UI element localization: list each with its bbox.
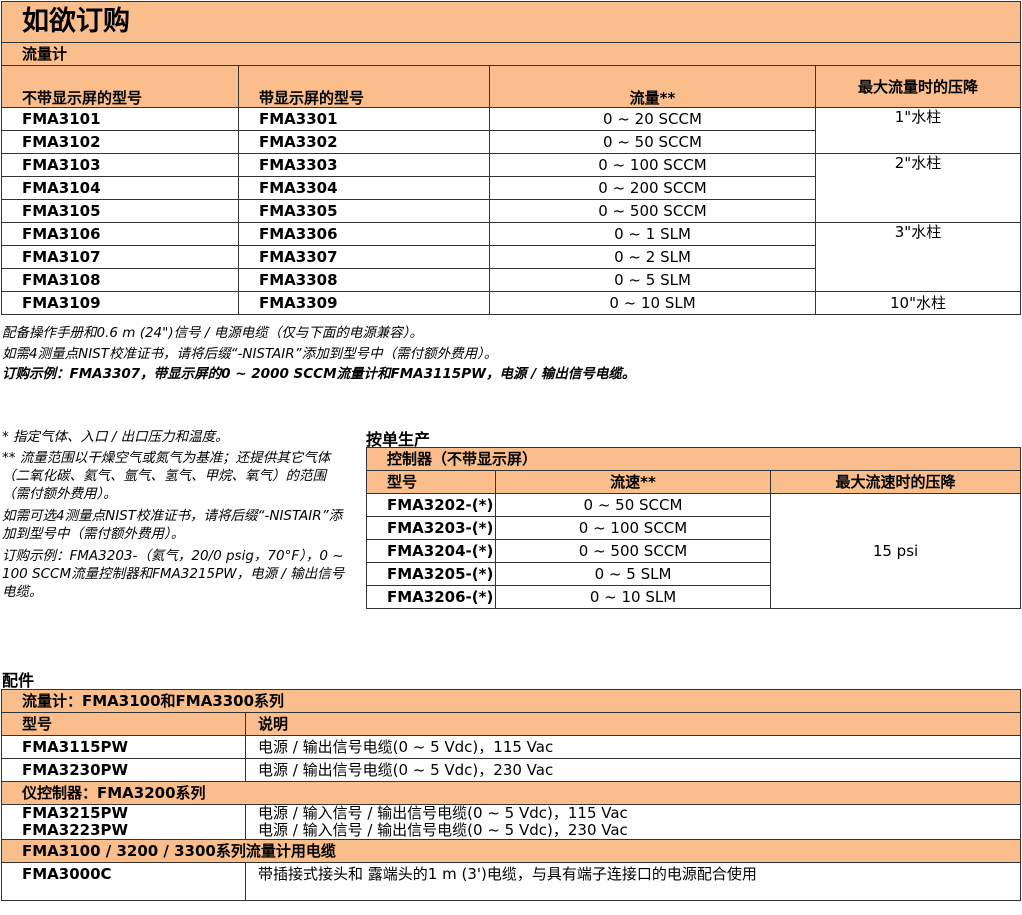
page-title: 如欲订购	[1, 1, 1021, 43]
model-display: FMA3309	[238, 291, 490, 315]
note: ** 流量范围以干燥空气或氮气为基准；还提供其它气体（二氧化碳、氦气、氩气、氢气…	[2, 450, 331, 502]
section: 仪控制器：FMA3200系列	[1, 781, 1021, 805]
accessories-table: 流量计：FMA3100和FMA3300系列 型号 说明 FMA3115PW 电源 /…	[1, 689, 1021, 901]
flow-range: 0 ~ 20 SCCM	[489, 107, 816, 131]
model-display: FMA3303	[238, 153, 490, 177]
section: FMA3100 / 3200 / 3300系列流量计用电缆	[1, 839, 1021, 863]
table-row: FMA3101 FMA3301 0 ~ 20 SCCM 1"水柱	[1, 107, 1021, 154]
table-row: FMA3106 FMA3306 0 ~ 1 SLM 3"水柱	[1, 222, 1021, 292]
model: FMA3204-(*)	[366, 539, 496, 563]
col-display: 带显示屏的型号	[238, 65, 490, 108]
note: 配备操作手册和0.6 m (24")信号 / 电源电缆（仅与下面的电源兼容）。	[2, 325, 424, 341]
model-no-display: FMA3107	[1, 245, 239, 269]
desc: 带插接式接头和 露端头的1 m (3')电缆，与具有端子连接口的电源配合使用	[245, 862, 1021, 901]
model-no-display: FMA3103	[1, 153, 239, 177]
pressure-drop: 2"水柱	[815, 153, 1021, 223]
model-display: FMA3301	[238, 107, 490, 131]
table-row: FMA3202-(*) 0 ~ 50 SCCM 15 psi	[366, 493, 1022, 609]
model-no-display: FMA3105	[1, 199, 239, 223]
model: FMA3205-(*)	[366, 562, 496, 586]
model-no-display: FMA3101	[1, 107, 239, 131]
model: FMA3202-(*)	[366, 493, 496, 517]
model-no-display: FMA3102	[1, 130, 239, 154]
model: FMA3206-(*)	[366, 585, 496, 609]
flow-range: 0 ~ 500 SCCM	[489, 199, 816, 223]
table-row: FMA3103 FMA3303 0 ~ 100 SCCM 2"水柱	[1, 153, 1021, 223]
section-flowmeter: 流量计	[1, 42, 1021, 66]
model: FMA3115PW	[1, 735, 246, 759]
custom-table: 控制器（不带显示屏） 型号 流速** 最大流速时的压降 FMA3202-(*) 0 ~…	[365, 447, 1022, 609]
col-pressure: 最大流速时的压降	[769, 470, 1022, 494]
flow-range: 0 ~ 100 SCCM	[495, 516, 771, 540]
model: FMA3000C	[1, 862, 246, 901]
pressure-drop: 3"水柱	[815, 222, 1021, 292]
flow-range: 0 ~ 10 SLM	[495, 585, 771, 609]
note: 订购示例：FMA3307，带显示屏的0 ~ 2000 SCCM流量计和FMA31…	[2, 366, 636, 382]
note: * 指定气体、入口 / 出口压力和温度。	[2, 429, 229, 445]
model-no-display: FMA3108	[1, 268, 239, 292]
col-flow: 流量**	[489, 65, 816, 108]
note: 如需4测量点NIST校准证书，请将后缀“-NISTAIR”添加到型号中（需付额外…	[2, 346, 498, 362]
pressure-drop: 1"水柱	[815, 107, 1021, 154]
table-row: FMA3102 FMA3302 0 ~ 50 SCCM	[1, 130, 1021, 154]
table-row: FMA3108 FMA3308 0 ~ 5 SLM	[1, 268, 1021, 292]
flow-range: 0 ~ 50 SCCM	[495, 493, 771, 517]
col-flow: 流速**	[495, 470, 771, 494]
pressure-drop: 10"水柱	[815, 291, 1021, 315]
flow-range: 0 ~ 5 SLM	[489, 268, 816, 292]
flow-range: 0 ~ 5 SLM	[495, 562, 771, 586]
flow-range: 0 ~ 200 SCCM	[489, 176, 816, 200]
model-display: FMA3304	[238, 176, 490, 200]
desc: 电源 / 输出信号电缆(0 ~ 5 Vdc)，115 Vac	[245, 735, 1021, 759]
model-display: FMA3302	[238, 130, 490, 154]
model-no-display: FMA3106	[1, 222, 239, 246]
flow-range: 0 ~ 50 SCCM	[489, 130, 816, 154]
model: FMA3223PW	[22, 821, 129, 839]
col-model: 型号	[1, 712, 246, 736]
note: 如需可选4测量点NIST校准证书，请将后缀“-NISTAIR”添加到型号中（需付…	[2, 508, 343, 542]
section-controller: 控制器（不带显示屏）	[365, 447, 1022, 471]
table-row: FMA3104 FMA3304 0 ~ 200 SCCM	[1, 176, 1021, 200]
custom-heading: 按单生产	[366, 430, 431, 449]
col-pressure: 最大流量时的压降	[815, 65, 1021, 108]
table-row: FMA3105 FMA3305 0 ~ 500 SCCM	[1, 199, 1021, 223]
table-row: FMA3206-(*) 0 ~ 10 SLM	[366, 585, 1021, 609]
model-no-display: FMA3104	[1, 176, 239, 200]
model: FMA3203-(*)	[366, 516, 496, 540]
table-row: FMA3203-(*) 0 ~ 100 SCCM	[366, 516, 1021, 540]
accessories-heading: 配件	[2, 671, 35, 690]
table-row: FMA3109 FMA3309 0 ~ 10 SLM 10"水柱	[1, 291, 1021, 315]
flowmeter-table: 如欲订购 流量计 不带显示屏的型号 带显示屏的型号 流量** 最大流量时的压降 FMA…	[1, 1, 1021, 315]
desc: 电源 / 输出信号电缆(0 ~ 5 Vdc)，230 Vac	[245, 758, 1021, 782]
table-row: FMA3204-(*) 0 ~ 500 SCCM	[366, 539, 1021, 563]
model-display: FMA3307	[238, 245, 490, 269]
note: 订购示例：FMA3203-（氦气，20/0 psig，70°F），0 ~ 100…	[2, 548, 345, 600]
desc: 电源 / 输入信号 / 输出信号电缆(0 ~ 5 Vdc)，115 Vac	[258, 804, 628, 822]
model-no-display: FMA3109	[1, 291, 239, 315]
model: FMA3215PW	[22, 804, 129, 822]
model-display: FMA3308	[238, 268, 490, 292]
model-display: FMA3306	[238, 222, 490, 246]
model-display: FMA3305	[238, 199, 490, 223]
flow-range: 0 ~ 1 SLM	[489, 222, 816, 246]
flow-range: 0 ~ 100 SCCM	[489, 153, 816, 177]
col-model: 型号	[366, 470, 496, 494]
model: FMA3230PW	[1, 758, 246, 782]
flow-range: 0 ~ 2 SLM	[489, 245, 816, 269]
col-no-display: 不带显示屏的型号	[1, 65, 239, 108]
desc: 电源 / 输入信号 / 输出信号电缆(0 ~ 5 Vdc)，230 Vac	[258, 821, 628, 839]
table-row: FMA3107 FMA3307 0 ~ 2 SLM	[1, 245, 1021, 269]
section: 流量计：FMA3100和FMA3300系列	[1, 689, 1021, 713]
col-desc: 说明	[245, 712, 1021, 736]
pressure-drop: 15 psi	[769, 493, 1022, 609]
flow-range: 0 ~ 500 SCCM	[495, 539, 771, 563]
flow-range: 0 ~ 10 SLM	[489, 291, 816, 315]
